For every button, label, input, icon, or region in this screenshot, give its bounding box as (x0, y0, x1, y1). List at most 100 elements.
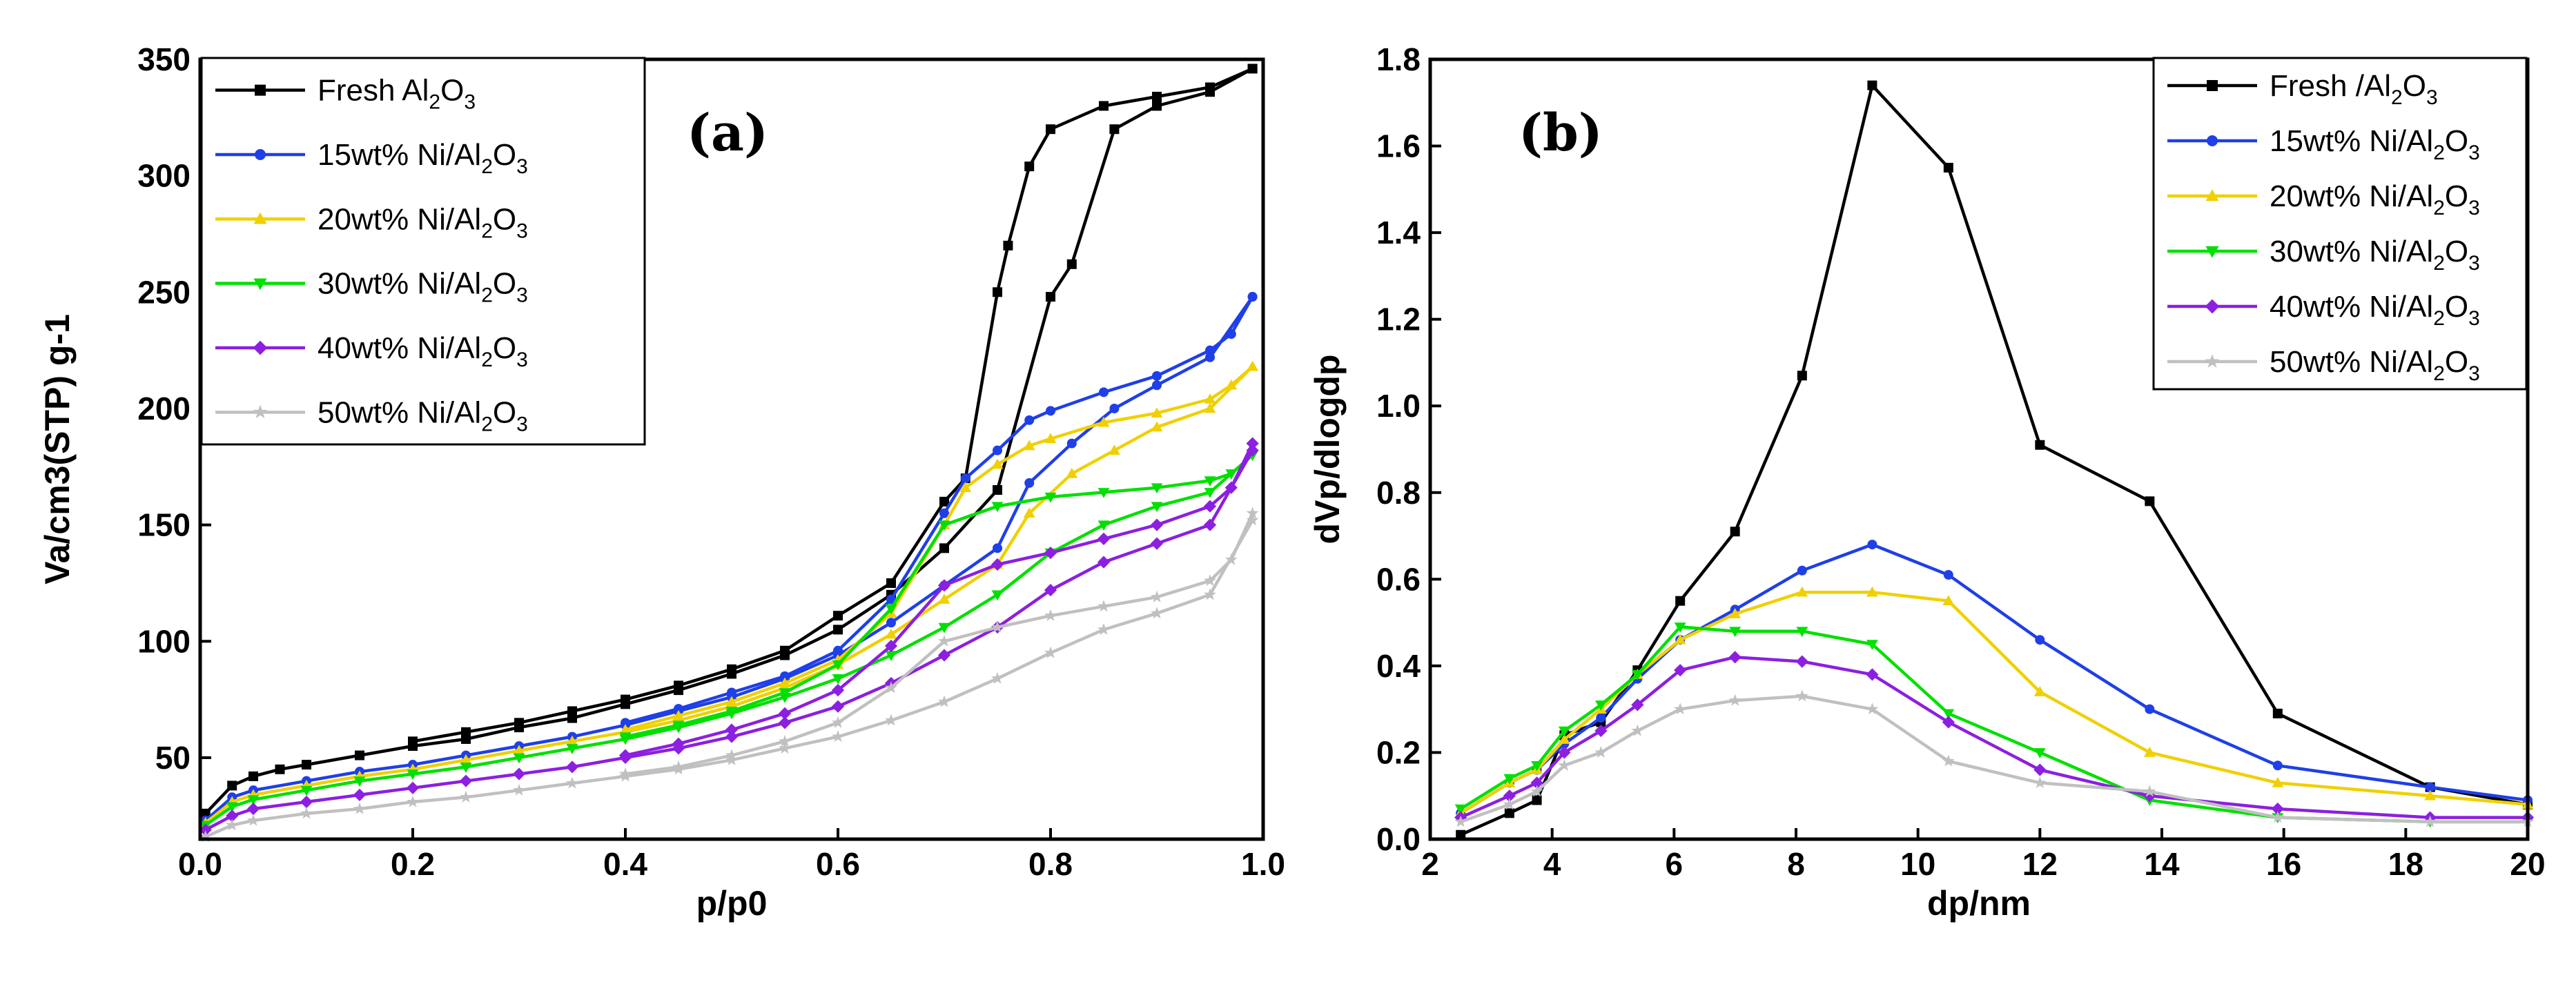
panel-a-isotherm-chart: 0.0 0.2 0.4 0.6 0.8 1.0 50 100 150 200 250 300 350 p… (38, 41, 1285, 923)
data-point (939, 543, 949, 553)
x-tick-label: 0.0 (178, 846, 222, 882)
x-tick-label: 0.4 (603, 846, 647, 882)
data-point (1532, 795, 1542, 805)
data-point (780, 645, 790, 656)
series-3 (1454, 622, 2534, 828)
series-3 (199, 451, 1258, 832)
legend-entry-label: 30wt% Ni/Al2O3 (318, 267, 528, 307)
data-point (1558, 746, 1571, 759)
panel-a-ticks: 0.0 0.2 0.4 0.6 0.8 1.0 50 100 150 200 250 300 350 (137, 41, 1285, 882)
series-0 (200, 63, 1258, 818)
data-point (619, 767, 632, 780)
data-point (2143, 747, 2156, 757)
data-point (959, 482, 972, 492)
data-point (1942, 709, 1955, 720)
data-point (407, 769, 419, 780)
panel-a-series-group (199, 63, 1259, 843)
panel-b-legend: Fresh /Al2O3 15wt% Ni/Al2O3 20wt% Ni/Al2O3… (2152, 57, 2528, 391)
panel-b-plot-frame (1428, 57, 2530, 841)
data-point (1866, 668, 1879, 681)
data-point (461, 727, 471, 737)
x-tick-label: 12 (2022, 846, 2058, 882)
data-point (1097, 488, 1110, 498)
data-point (1866, 703, 1879, 715)
data-point (355, 750, 364, 760)
data-point (2035, 440, 2045, 450)
data-point (1151, 407, 1163, 418)
data-point (1674, 703, 1687, 715)
legend-entry-label: Fresh Al2O3 (318, 74, 476, 114)
x-tick-label: 16 (2266, 846, 2301, 882)
series-5 (199, 507, 1259, 843)
data-point (1596, 713, 1606, 723)
data-point (1503, 774, 1516, 785)
data-point (672, 760, 685, 773)
y-tick-label: 100 (137, 623, 191, 659)
data-point (991, 502, 1004, 513)
data-point (1151, 502, 1163, 513)
data-point (1797, 565, 1807, 576)
data-point (566, 744, 578, 754)
data-point (778, 707, 792, 720)
data-point (1066, 438, 1077, 449)
data-point (1866, 640, 1878, 650)
data-point (1594, 724, 1608, 738)
data-point (1246, 513, 1259, 526)
data-point (514, 718, 524, 728)
data-point (1729, 627, 1741, 638)
data-point (1530, 776, 1543, 789)
legend-marker (2205, 189, 2219, 202)
data-point (674, 704, 683, 714)
legend-marker (2205, 354, 2220, 368)
data-point (1097, 520, 1110, 531)
y-tick-label: 0.6 (1376, 561, 1421, 597)
data-point (725, 749, 738, 761)
x-tick-label: 0.8 (1028, 846, 1073, 882)
data-point (1097, 532, 1111, 545)
series-line (625, 365, 1254, 731)
data-point (2424, 789, 2437, 801)
data-point (566, 735, 578, 746)
data-point (513, 783, 525, 796)
data-point (1109, 124, 1120, 135)
data-point (512, 767, 526, 780)
data-point (1247, 292, 1258, 302)
data-point (1246, 507, 1259, 519)
data-point (991, 558, 1004, 571)
data-point (1225, 379, 1238, 390)
legend-entry-label: 40wt% Ni/Al2O3 (2270, 290, 2480, 330)
data-point (1152, 371, 1162, 381)
data-point (1099, 387, 1109, 397)
data-point (2145, 496, 2155, 507)
data-point (408, 736, 418, 747)
data-point (1530, 785, 1543, 797)
series-line (204, 453, 1254, 827)
data-point (2271, 811, 2284, 823)
data-point (1203, 500, 1217, 513)
data-point (1205, 345, 1215, 355)
legend-marker (255, 84, 266, 96)
data-point (300, 795, 313, 809)
legend-entry-label: 15wt% Ni/Al2O3 (318, 138, 528, 178)
data-point (1247, 360, 1258, 371)
data-point (567, 706, 577, 716)
data-point (1151, 421, 1163, 432)
legend-marker (2207, 80, 2218, 91)
data-point (513, 745, 525, 756)
legend-marker (253, 278, 267, 291)
data-point (1631, 698, 1644, 711)
data-point (1558, 726, 1570, 737)
panel-b-y-axis-title: dVp/dlogdp (1308, 355, 1347, 544)
data-point (832, 730, 844, 743)
panel-b-x-axis-title: dp/nm (1927, 884, 2031, 923)
data-point (2033, 776, 2047, 789)
data-point (1044, 609, 1057, 621)
data-point (991, 671, 1004, 684)
data-point (300, 785, 313, 796)
series-line (204, 519, 1254, 838)
data-point (1674, 634, 1686, 645)
data-point (1066, 259, 1077, 269)
x-tick-label: 2 (1421, 846, 1439, 882)
panel-b-label: (b) (1519, 104, 1603, 163)
data-point (832, 660, 844, 671)
